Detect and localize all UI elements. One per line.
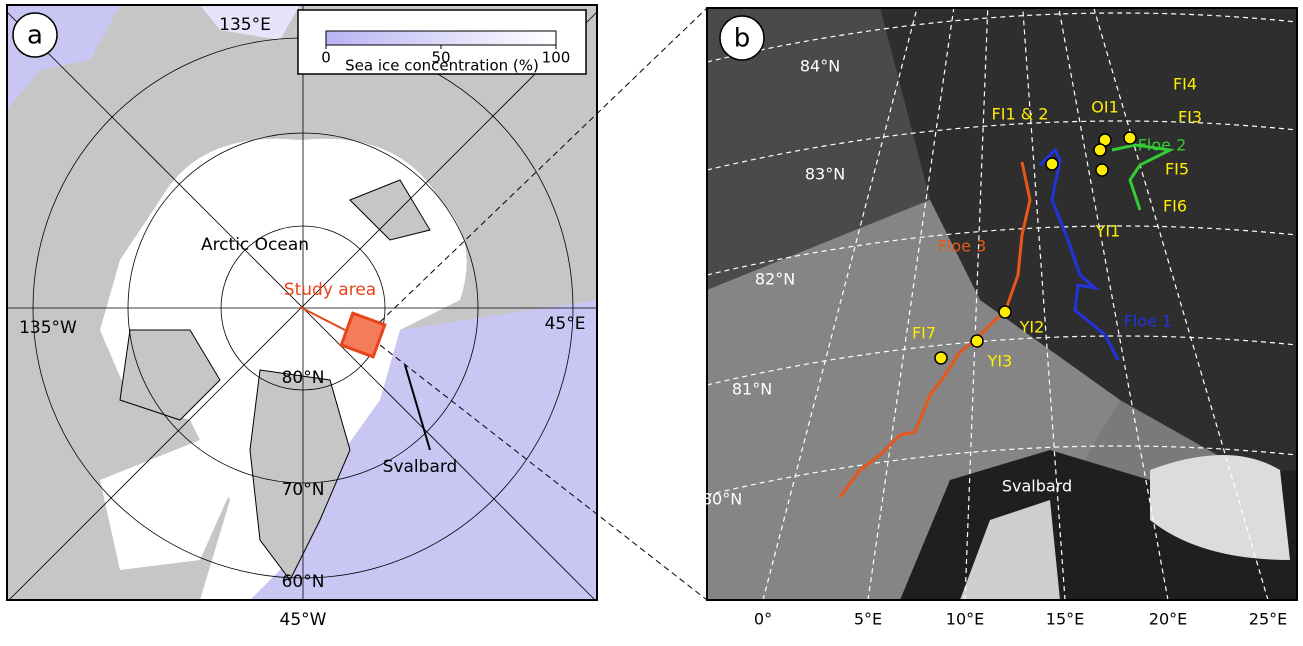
site-marker bbox=[1046, 158, 1058, 170]
colorbar-tick-label: 0 bbox=[321, 49, 331, 67]
label: 80°N bbox=[282, 368, 325, 388]
map-b bbox=[707, 8, 1297, 600]
site-marker bbox=[1096, 164, 1108, 176]
colorbar-tick-label: 100 bbox=[542, 49, 571, 67]
site-label: OI1 bbox=[1091, 98, 1119, 117]
label: 135°W bbox=[19, 318, 77, 338]
colorbar-label: Sea ice concentration (%) bbox=[345, 57, 539, 75]
lat-label: 80°N bbox=[702, 490, 742, 509]
label: Study area bbox=[284, 280, 376, 300]
site-marker bbox=[1094, 144, 1106, 156]
lon-label: 5°E bbox=[854, 610, 882, 629]
label: 45°E bbox=[545, 314, 586, 334]
floe-label: Floe 2 bbox=[1138, 136, 1187, 155]
site-label: FI5 bbox=[1165, 160, 1189, 179]
site-label: YI2 bbox=[1019, 318, 1045, 337]
panel-letter: a bbox=[27, 21, 43, 51]
lon-label: 10°E bbox=[946, 610, 984, 629]
site-marker bbox=[935, 352, 947, 364]
site-label: FI4 bbox=[1173, 75, 1197, 94]
site-marker bbox=[971, 335, 983, 347]
panel-letter: b bbox=[734, 24, 751, 54]
lon-label: 15°E bbox=[1046, 610, 1084, 629]
lon-label: 20°E bbox=[1149, 610, 1187, 629]
place-label: Svalbard bbox=[1002, 477, 1072, 496]
map-a bbox=[7, 5, 597, 602]
label: 60°N bbox=[282, 572, 325, 592]
floe-label: Floe 3 bbox=[938, 237, 987, 256]
site-label: YI1 bbox=[1095, 222, 1121, 241]
site-label: FI3 bbox=[1178, 108, 1202, 127]
label: 70°N bbox=[282, 480, 325, 500]
lat-label: 82°N bbox=[755, 270, 795, 289]
site-label: FI1 & 2 bbox=[992, 105, 1049, 124]
floe-label: Floe 1 bbox=[1124, 312, 1173, 331]
lat-label: 81°N bbox=[732, 380, 772, 399]
label: 135°E bbox=[219, 15, 271, 35]
lon-label: 25°E bbox=[1249, 610, 1287, 629]
lat-label: 83°N bbox=[805, 165, 845, 184]
site-marker bbox=[999, 306, 1011, 318]
site-marker bbox=[1124, 132, 1136, 144]
figure: a050100Sea ice concentration (%)135°EArc… bbox=[0, 0, 1303, 642]
site-label: YI3 bbox=[987, 352, 1013, 371]
site-label: FI7 bbox=[912, 324, 936, 343]
site-label: FI6 bbox=[1163, 197, 1187, 216]
label: Svalbard bbox=[383, 457, 458, 477]
lon-label: 0° bbox=[754, 610, 772, 629]
lat-label: 84°N bbox=[800, 57, 840, 76]
label: Arctic Ocean bbox=[201, 235, 309, 255]
axis-label: 45°W bbox=[280, 610, 327, 630]
